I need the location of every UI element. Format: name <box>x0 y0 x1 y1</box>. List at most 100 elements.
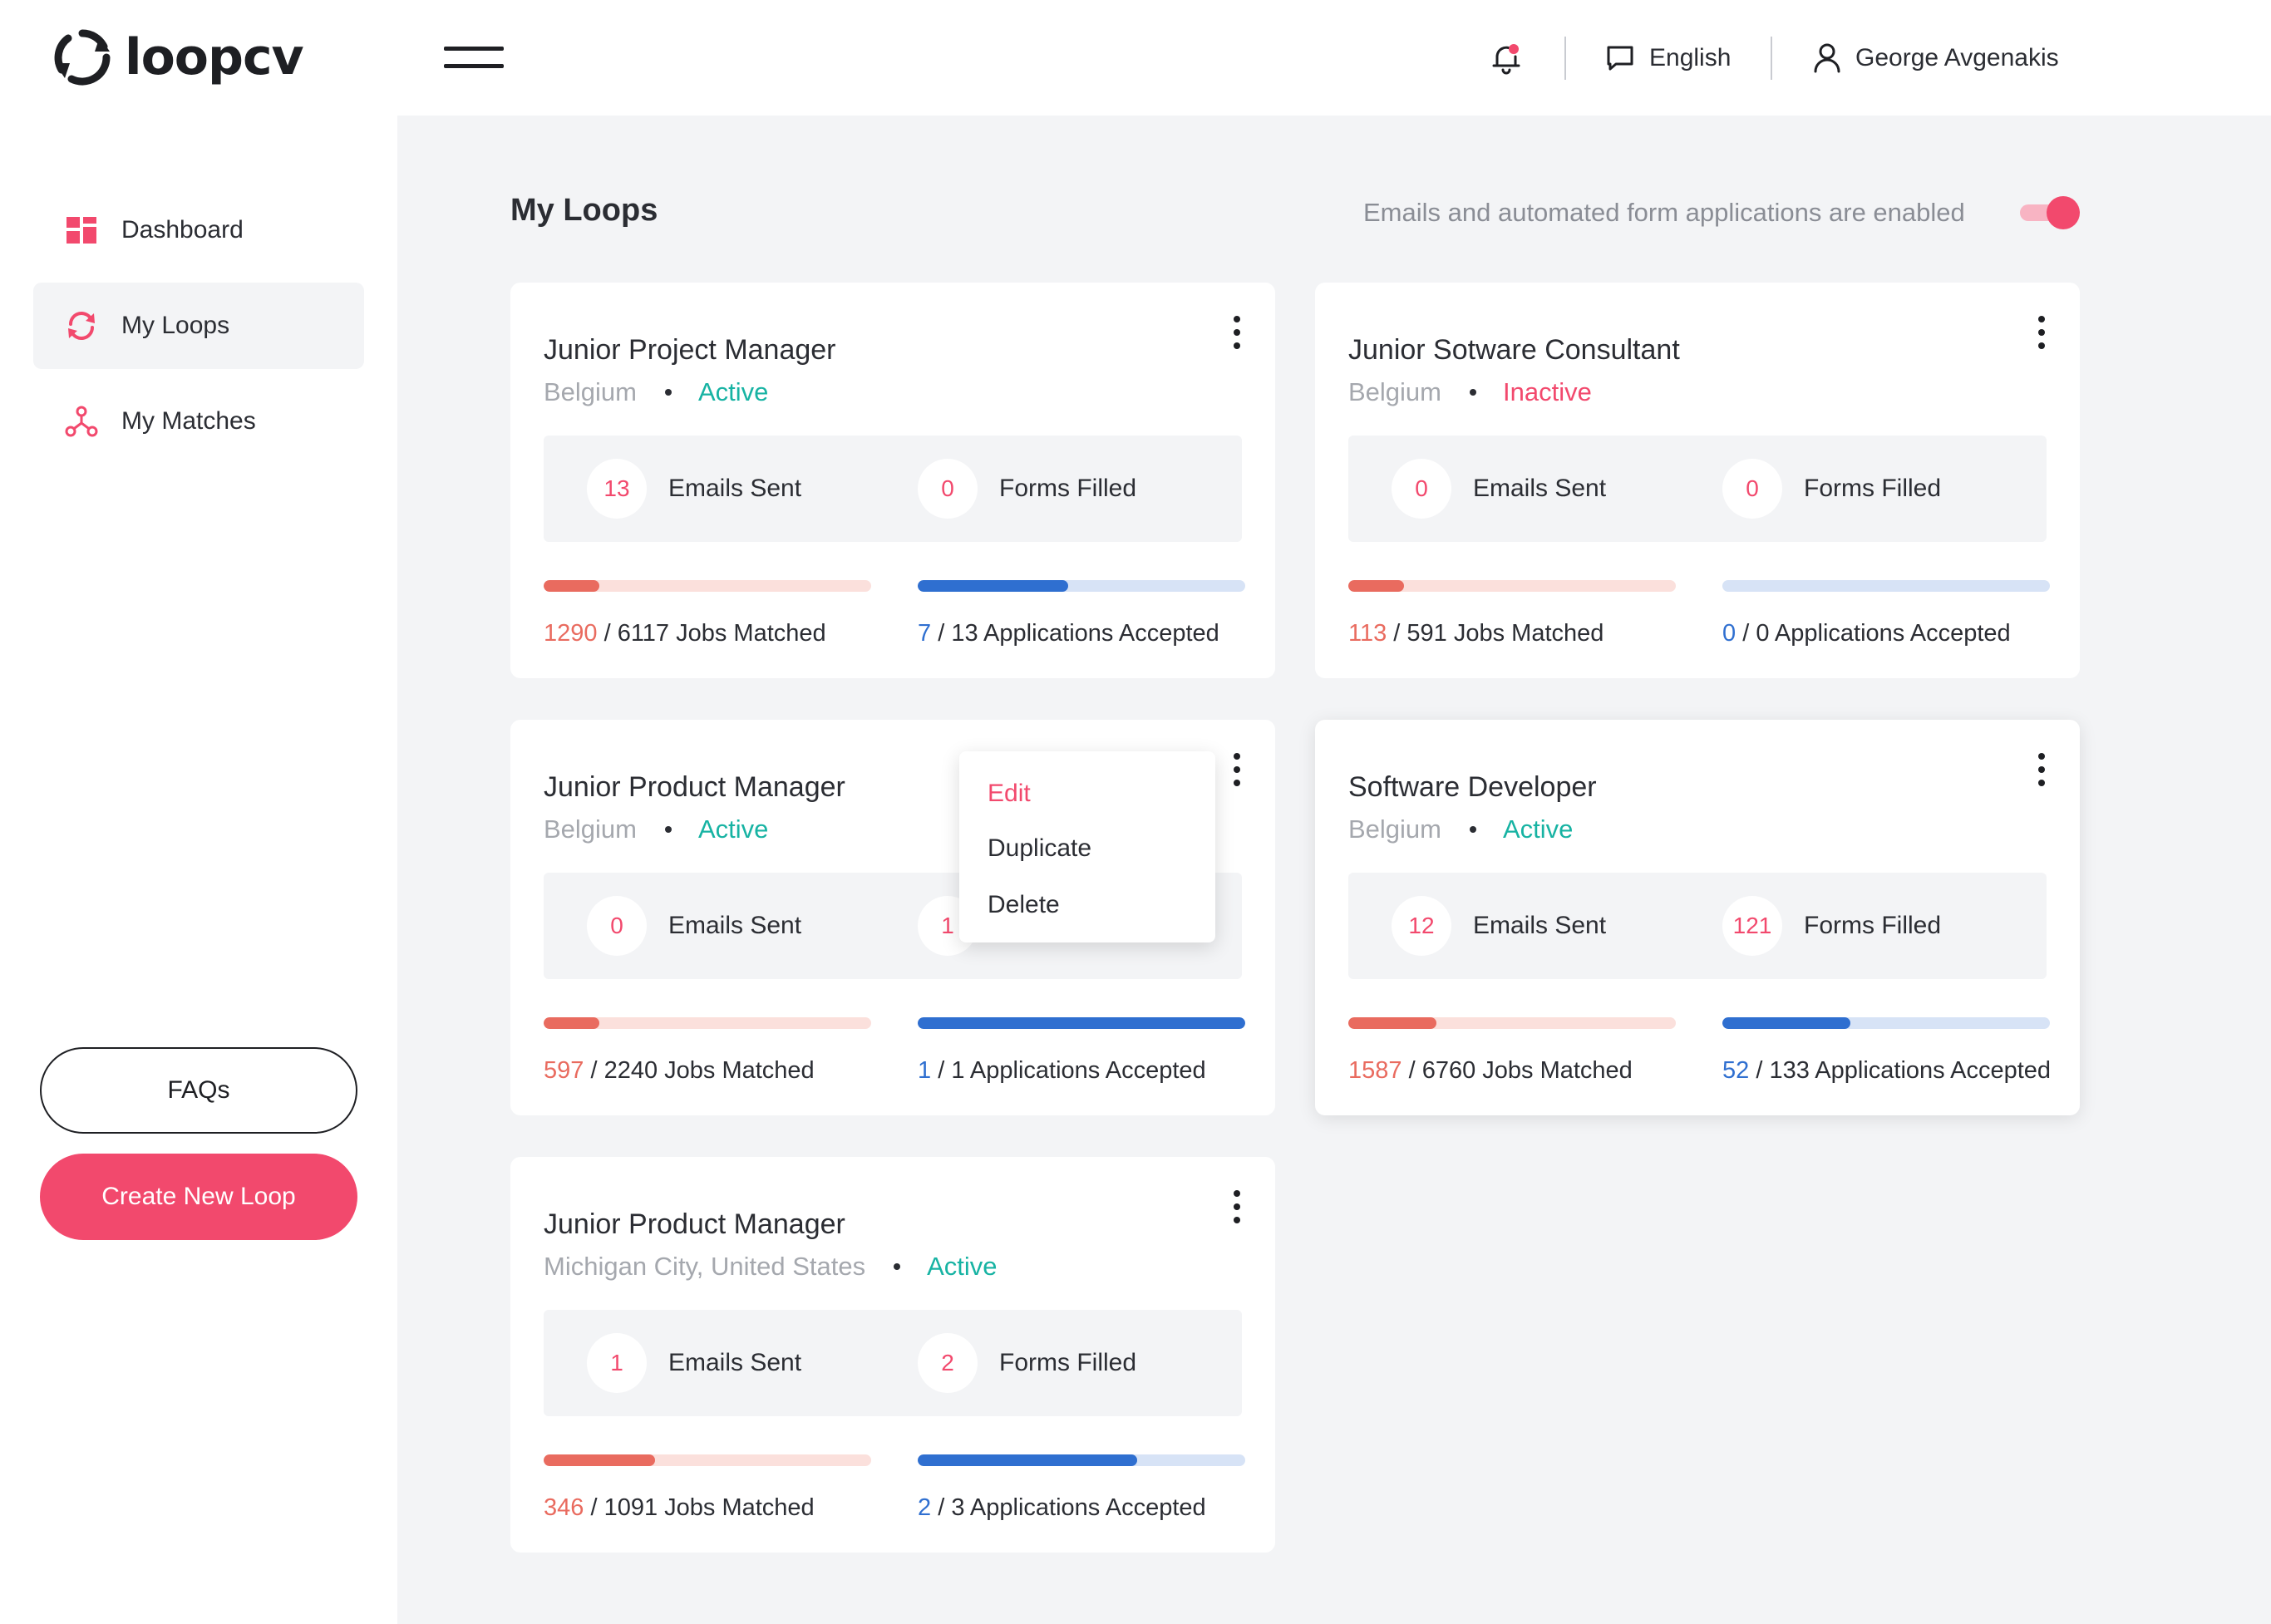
jobs-matched-progress <box>544 580 871 592</box>
emails-sent-count: 13 <box>587 459 647 519</box>
loop-title: Junior Product Manager <box>544 1208 845 1240</box>
loop-subtitle: Belgium Active <box>544 814 768 844</box>
loop-location: Belgium <box>544 377 637 406</box>
user-menu[interactable]: George Avgenakis <box>1812 37 2059 80</box>
language-selector[interactable]: English <box>1604 37 1731 80</box>
kebab-dot <box>2038 342 2045 349</box>
more-options-icon[interactable] <box>1227 312 1247 352</box>
applications-accepted-progress <box>1722 1017 2050 1029</box>
jobs-matched-number: 1587 <box>1348 1057 1402 1084</box>
emails-sent-count: 12 <box>1392 896 1451 956</box>
user-name: George Avgenakis <box>1855 44 2059 71</box>
page-title: My Loops <box>510 193 658 228</box>
jobs-matched-number: 597 <box>544 1057 584 1084</box>
emails-sent-count: 0 <box>1392 459 1451 519</box>
kebab-dot <box>1234 753 1240 760</box>
applications-accepted-progress <box>918 580 1245 592</box>
menu-toggle-button[interactable] <box>444 47 504 70</box>
emails-sent-label: Emails Sent <box>1473 475 1607 502</box>
menu-item-delete[interactable]: Delete <box>988 891 1060 918</box>
kebab-dot <box>1234 1217 1240 1223</box>
loop-title: Junior Product Manager <box>544 771 845 803</box>
applications-accepted-text: 2 / 3 Applications Accepted <box>918 1494 1206 1522</box>
forms-filled-stat: 0 Forms Filled <box>918 459 1136 519</box>
jobs-matched-total: / 591 Jobs Matched <box>1393 620 1604 647</box>
forms-filled-label: Forms Filled <box>999 1349 1137 1376</box>
separator-dot-icon <box>1470 389 1476 396</box>
applications-accepted-number: 52 <box>1722 1057 1750 1084</box>
loop-card: Software Developer Belgium Active 12 Ema… <box>1315 720 2080 1115</box>
loop-status: Inactive <box>1503 377 1592 406</box>
forms-filled-count: 2 <box>918 1333 978 1393</box>
jobs-matched-text: 113 / 591 Jobs Matched <box>1348 620 1603 647</box>
loop-title: Junior Sotware Consultant <box>1348 334 1680 366</box>
separator-dot-icon <box>1470 826 1476 833</box>
user-icon <box>1814 43 1840 73</box>
loop-status: Active <box>927 1252 998 1281</box>
sidebar-item-my-matches[interactable]: My Matches <box>33 378 364 465</box>
jobs-matched-total: / 6117 Jobs Matched <box>603 620 826 647</box>
top-header: loopcv English George Avgenakis <box>0 0 2271 116</box>
sidebar-item-dashboard[interactable]: Dashboard <box>33 187 364 273</box>
chat-bubble-icon <box>1607 46 1633 71</box>
applications-accepted-text: 1 / 1 Applications Accepted <box>918 1057 1206 1085</box>
logo[interactable]: loopcv <box>52 27 304 88</box>
emails-sent-stat: 13 Emails Sent <box>587 459 801 519</box>
emails-sent-count: 1 <box>587 1333 647 1393</box>
sidebar-item-my-loops[interactable]: My Loops <box>33 283 364 369</box>
applications-accepted-fill <box>918 580 1069 592</box>
loop-card: Junior Sotware Consultant Belgium Inacti… <box>1315 283 2080 678</box>
applications-accepted-text: 0 / 0 Applications Accepted <box>1722 620 2011 647</box>
sidebar-item-label: My Matches <box>121 407 256 435</box>
dashboard-icon <box>67 217 96 244</box>
jobs-matched-fill <box>544 580 599 592</box>
emails-sent-stat: 12 Emails Sent <box>1392 896 1606 956</box>
kebab-dot <box>1234 766 1240 773</box>
applications-accepted-number: 7 <box>918 620 932 647</box>
more-options-icon[interactable] <box>1227 1187 1247 1227</box>
forms-filled-count: 121 <box>1722 896 1782 956</box>
kebab-dot <box>2038 316 2045 322</box>
more-options-icon[interactable] <box>2032 312 2052 352</box>
menu-item-edit[interactable]: Edit <box>988 780 1031 807</box>
jobs-matched-text: 1290 / 6117 Jobs Matched <box>544 620 826 647</box>
loop-location: Belgium <box>1348 377 1441 406</box>
kebab-dot <box>2038 753 2045 760</box>
forms-filled-count: 0 <box>1722 459 1782 519</box>
header-divider <box>1564 37 1566 80</box>
applications-accepted-progress <box>918 1454 1245 1466</box>
applications-accepted-number: 1 <box>918 1057 932 1084</box>
emails-sent-stat: 0 Emails Sent <box>587 896 801 956</box>
applications-accepted-total: / 1 Applications Accepted <box>938 1057 1206 1084</box>
faqs-button[interactable]: FAQs <box>40 1047 357 1134</box>
forms-filled-stat: 2 Forms Filled <box>918 1333 1136 1393</box>
more-options-icon[interactable] <box>2032 750 2052 790</box>
loop-subtitle: Belgium Active <box>544 377 768 407</box>
loop-location: Belgium <box>544 814 637 844</box>
kebab-dot <box>1234 1190 1240 1197</box>
header-divider <box>1771 37 1772 80</box>
more-options-icon[interactable] <box>1227 750 1247 790</box>
loop-status: Active <box>698 814 769 844</box>
notification-bell-icon[interactable] <box>1488 40 1525 76</box>
hamburger-line <box>444 47 504 51</box>
forms-filled-stat: 121 Forms Filled <box>1722 896 1941 956</box>
emails-sent-stat: 0 Emails Sent <box>1392 459 1606 519</box>
emails-sent-stat: 1 Emails Sent <box>587 1333 801 1393</box>
jobs-matched-progress <box>544 1454 871 1466</box>
loop-subtitle: Michigan City, United States Active <box>544 1252 998 1282</box>
menu-item-duplicate[interactable]: Duplicate <box>988 834 1092 862</box>
applications-accepted-text: 7 / 13 Applications Accepted <box>918 620 1219 647</box>
automation-toggle[interactable] <box>2020 196 2080 229</box>
separator-dot-icon <box>665 389 672 396</box>
create-new-loop-button[interactable]: Create New Loop <box>40 1154 357 1240</box>
toggle-knob <box>2047 196 2080 229</box>
jobs-matched-total: / 2240 Jobs Matched <box>590 1057 815 1084</box>
language-label: English <box>1649 44 1732 71</box>
stats-box: 0 Emails Sent 0 Forms Filled <box>1348 436 2047 542</box>
loop-location: Michigan City, United States <box>544 1252 866 1281</box>
loop-title: Junior Project Manager <box>544 334 836 366</box>
jobs-matched-fill <box>1348 580 1404 592</box>
forms-filled-label: Forms Filled <box>999 475 1137 502</box>
loopcv-logo-icon <box>54 29 111 86</box>
